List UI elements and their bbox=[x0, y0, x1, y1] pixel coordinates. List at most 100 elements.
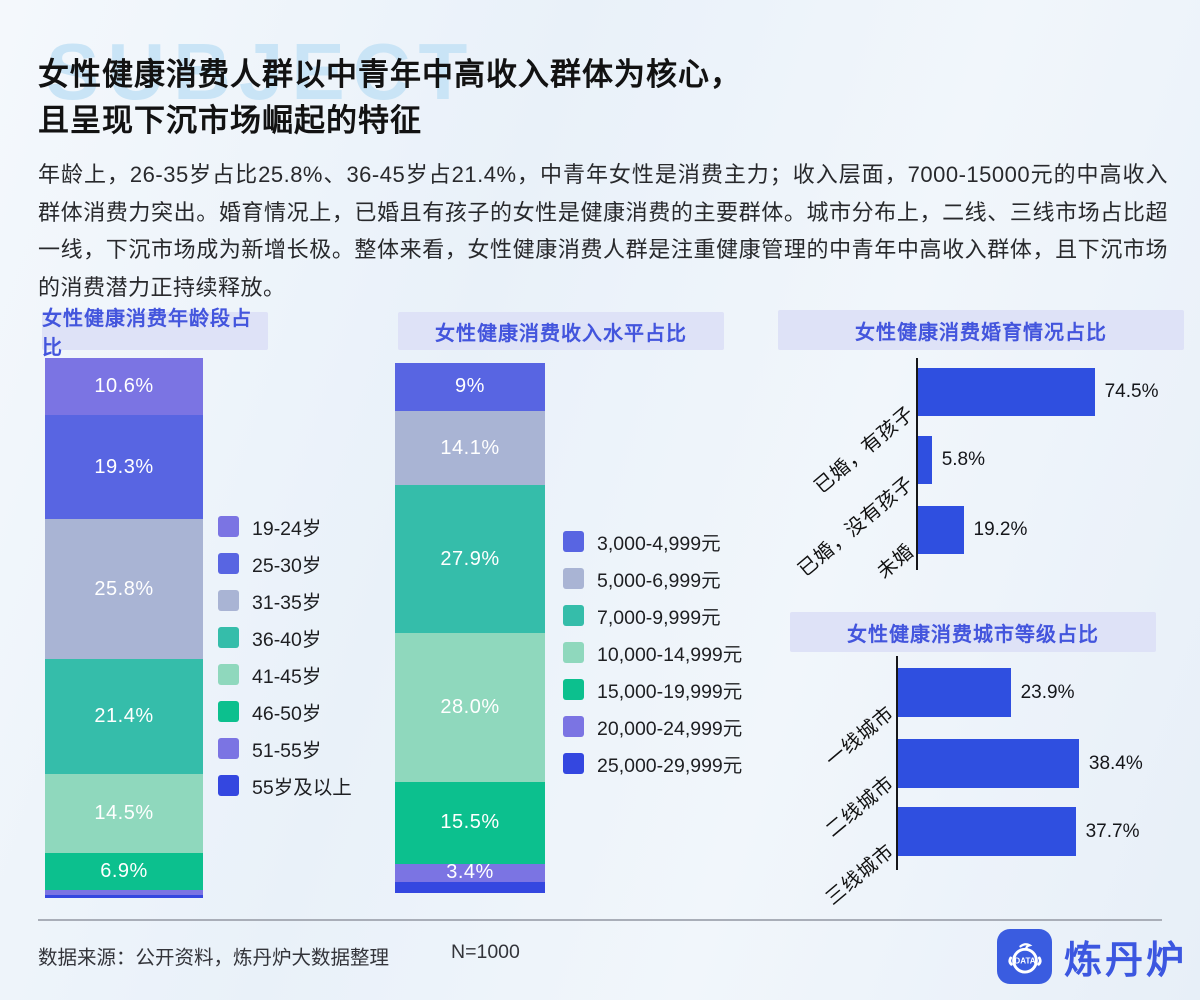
income-chart-title: 女性健康消费收入水平占比 bbox=[398, 312, 724, 350]
hbar-value-label: 5.8% bbox=[941, 449, 985, 470]
legend-item-income-3: 10,000-14,999元 bbox=[563, 638, 742, 667]
legend-swatch bbox=[563, 716, 584, 737]
age-chart-title: 女性健康消费年龄段占比 bbox=[42, 308, 268, 359]
segment-value-label: 27.9% bbox=[440, 547, 500, 570]
data-source-text: 数据来源：公开资料，炼丹炉大数据整理 bbox=[38, 947, 390, 969]
segment-value-label: 21.4% bbox=[94, 704, 154, 727]
age-stacked-bar: 10.6% 19.3% 25.8% 21.4% 14.5% 6.9% bbox=[45, 358, 203, 898]
segment-value-label: 15.5% bbox=[440, 811, 500, 834]
segment-value-label: 9% bbox=[455, 375, 485, 398]
marital-chart-title: 女性健康消费婚育情况占比 bbox=[778, 310, 1184, 350]
stack-segment-age-0: 10.6% bbox=[45, 358, 203, 416]
hbar-category-label-marital-0: 已婚，有孩子 bbox=[760, 386, 918, 497]
stack-segment-age-4: 14.5% bbox=[45, 774, 203, 853]
hbar-city-2 bbox=[898, 807, 1076, 856]
segment-value-label: 14.5% bbox=[94, 801, 154, 824]
income-stacked-bar: 9% 14.1% 27.9% 28.0% 15.5% 3.4% bbox=[395, 363, 545, 893]
legend-label: 41-45岁 bbox=[252, 666, 322, 688]
legend-label: 19-24岁 bbox=[252, 518, 322, 540]
page-title-line2: 且呈现下沉市场崛起的特征 bbox=[38, 103, 422, 138]
stack-segment-income-2: 27.9% bbox=[395, 485, 545, 634]
segment-value-label: 14.1% bbox=[440, 436, 500, 459]
legend-swatch bbox=[218, 590, 239, 611]
segment-value-label: 25.8% bbox=[94, 577, 154, 600]
legend-swatch bbox=[563, 531, 584, 552]
legend-label: 51-55岁 bbox=[252, 740, 322, 762]
legend-item-income-0: 3,000-4,999元 bbox=[563, 527, 742, 556]
legend-item-age-5: 46-50岁 bbox=[218, 697, 352, 726]
legend-item-age-7: 55岁及以上 bbox=[218, 771, 352, 800]
legend-item-income-1: 5,000-6,999元 bbox=[563, 564, 742, 593]
stack-segment-income-1: 14.1% bbox=[395, 410, 545, 486]
segment-value-label: 3.4% bbox=[446, 861, 494, 884]
legend-swatch bbox=[563, 605, 584, 626]
legend-item-age-2: 31-35岁 bbox=[218, 586, 352, 615]
legend-item-income-2: 7,000-9,999元 bbox=[563, 601, 742, 630]
hbar-value-label: 74.5% bbox=[1104, 381, 1159, 402]
city-bar-chart: 23.9% 一线城市 38.4% 二线城市 37.7% 三线城市 bbox=[760, 648, 1190, 909]
legend-swatch bbox=[218, 516, 239, 537]
stack-segment-income-6 bbox=[395, 881, 545, 893]
legend-swatch bbox=[563, 568, 584, 589]
cauldron-icon-svg: DATA bbox=[1007, 942, 1042, 973]
stack-segment-age-5: 6.9% bbox=[45, 852, 203, 890]
legend-label: 7,000-9,999元 bbox=[597, 607, 721, 629]
subject-watermark: SUBJECT bbox=[46, 27, 476, 116]
category-label-text: 三线城市 bbox=[821, 839, 899, 910]
footer: 数据来源：公开资料，炼丹炉大数据整理 N=1000 bbox=[38, 941, 520, 970]
category-label-text: 未婚 bbox=[873, 539, 919, 583]
stack-segment-income-0: 9% bbox=[395, 363, 545, 411]
stack-segment-age-2: 25.8% bbox=[45, 519, 203, 659]
legend-swatch bbox=[218, 775, 239, 796]
hbar-marital-1 bbox=[918, 436, 932, 484]
segment-value-label: 28.0% bbox=[440, 695, 500, 718]
stack-segment-income-3: 28.0% bbox=[395, 633, 545, 782]
legend-swatch bbox=[563, 753, 584, 774]
hbar-category-label-city-0: 一线城市 bbox=[760, 686, 899, 771]
marital-bar-chart: 74.5% 已婚，有孩子 5.8% 已婚，没有孩子 19.2% 未婚 bbox=[760, 356, 1190, 583]
legend-label: 3,000-4,999元 bbox=[597, 533, 721, 555]
hbar-value-label: 38.4% bbox=[1088, 752, 1143, 774]
stack-segment-age-6 bbox=[45, 889, 203, 895]
stack-segment-age-1: 19.3% bbox=[45, 415, 203, 520]
brand-name: 炼丹炉 bbox=[1064, 940, 1188, 982]
legend-swatch bbox=[218, 701, 239, 722]
hbar-marital-2 bbox=[918, 506, 964, 554]
legend-swatch bbox=[218, 627, 239, 648]
brand-logo: DATA 炼丹炉 bbox=[997, 929, 1187, 984]
intro-paragraph: 年龄上，26-35岁占比25.8%、36-45岁占21.4%，中青年女性是消费主… bbox=[38, 162, 1168, 300]
legend-swatch bbox=[218, 664, 239, 685]
hbar-category-label-marital-1: 已婚，没有孩子 bbox=[760, 456, 919, 580]
legend-label: 5,000-6,999元 bbox=[597, 570, 721, 592]
legend-label: 36-40岁 bbox=[252, 629, 322, 651]
legend-swatch bbox=[563, 679, 584, 700]
legend-label: 31-35岁 bbox=[252, 592, 322, 614]
legend-label: 46-50岁 bbox=[252, 703, 322, 725]
legend-item-age-0: 19-24岁 bbox=[218, 512, 352, 541]
hbar-value-label: 23.9% bbox=[1020, 681, 1075, 703]
cauldron-icon: DATA bbox=[997, 929, 1052, 984]
hbar-category-label-marital-2: 未婚 bbox=[760, 524, 919, 582]
axis-line-marital bbox=[916, 358, 918, 570]
hbar-value-label: 37.7% bbox=[1085, 820, 1140, 842]
legend-item-income-4: 15,000-19,999元 bbox=[563, 675, 742, 704]
segment-value-label: 19.3% bbox=[94, 455, 154, 478]
hbar-city-0 bbox=[898, 668, 1011, 717]
income-legend: 3,000-4,999元 5,000-6,999元 7,000-9,999元 10,0… bbox=[563, 527, 742, 786]
legend-swatch bbox=[218, 553, 239, 574]
legend-label: 15,000-19,999元 bbox=[597, 681, 743, 703]
legend-item-age-6: 51-55岁 bbox=[218, 734, 352, 763]
legend-swatch bbox=[218, 738, 239, 759]
axis-line-city bbox=[896, 656, 898, 870]
page-title: 女性健康消费人群以中青年中高收入群体为核心， 且呈现下沉市场崛起的特征 bbox=[38, 52, 742, 144]
segment-value-label: 10.6% bbox=[94, 375, 154, 398]
legend-label: 25-30岁 bbox=[252, 555, 322, 577]
sample-size-text: N=1000 bbox=[451, 941, 520, 963]
legend-label: 55岁及以上 bbox=[252, 777, 352, 799]
hbar-city-1 bbox=[898, 739, 1079, 788]
hbar-category-label-city-1: 二线城市 bbox=[760, 756, 899, 841]
hbar-value-label: 19.2% bbox=[973, 519, 1028, 540]
age-legend: 19-24岁 25-30岁 31-35岁 36-40岁 41-45岁 46-50岁 51-5… bbox=[218, 512, 352, 808]
stack-segment-age-7 bbox=[45, 894, 203, 898]
